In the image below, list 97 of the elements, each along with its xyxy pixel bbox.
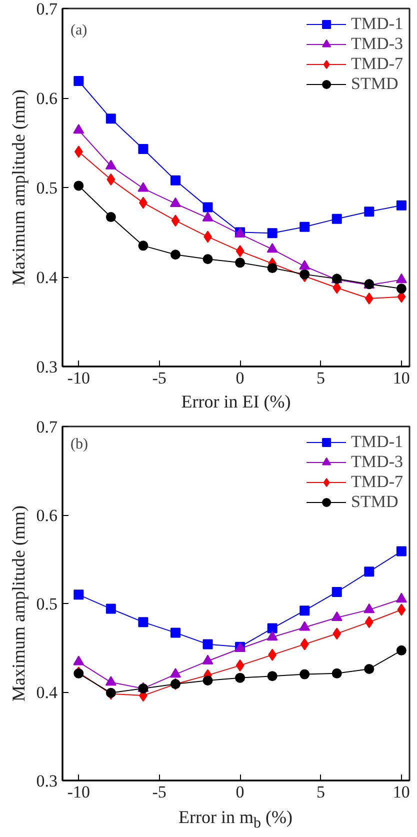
x-tick-label: 0	[236, 368, 244, 388]
point	[235, 672, 246, 683]
point	[170, 197, 181, 207]
point	[396, 645, 406, 656]
point	[73, 124, 84, 134]
point	[138, 144, 148, 154]
point	[74, 76, 84, 86]
x-tick-label: -10	[67, 368, 90, 388]
point	[300, 222, 310, 232]
point	[397, 604, 406, 616]
legend-label: STMD	[351, 492, 398, 512]
point	[396, 284, 406, 294]
legend-label: TMD-7	[351, 472, 403, 492]
annotation: (a)	[70, 22, 88, 38]
y-axis-title: Maximum amplitude (mm)	[8, 506, 28, 702]
y-tick-label: 0.6	[36, 89, 58, 108]
point	[267, 623, 278, 634]
y-tick-label: 0.3	[36, 358, 58, 376]
point	[202, 676, 213, 686]
point	[267, 228, 278, 238]
point	[202, 202, 213, 212]
point	[202, 654, 214, 664]
point	[202, 212, 214, 222]
point	[331, 611, 342, 622]
y-tick-label: 0.5	[36, 178, 58, 198]
point	[106, 212, 116, 222]
x-tick-label: 5	[316, 782, 325, 802]
x-tick-label: 5	[316, 368, 325, 388]
point	[105, 676, 116, 686]
point	[300, 638, 309, 650]
point	[364, 616, 374, 628]
x-tick-label: 10	[392, 782, 410, 802]
point	[74, 180, 84, 191]
point	[364, 566, 374, 577]
legend-label: TMD-3	[351, 34, 403, 54]
point	[73, 656, 84, 666]
y-tick-label: 0.7	[36, 0, 58, 18]
point	[332, 586, 342, 597]
point	[202, 254, 213, 264]
x-tick-label: 10	[392, 368, 410, 388]
point	[170, 628, 180, 638]
point	[364, 664, 374, 674]
point	[106, 604, 116, 614]
point	[364, 206, 374, 217]
point	[106, 173, 116, 186]
legend-label: TMD-1	[351, 432, 403, 452]
point	[138, 617, 148, 628]
point	[396, 200, 406, 210]
legend-label: TMD-3	[351, 452, 403, 472]
point	[170, 175, 180, 186]
point	[138, 240, 148, 251]
x-axis-title: Error in EI (%)	[181, 392, 291, 412]
x-tick-label: -5	[152, 368, 166, 388]
y-tick-label: 0.7	[36, 418, 58, 436]
y-tick-label: 0.3	[36, 772, 58, 790]
point	[235, 258, 246, 268]
point	[300, 606, 310, 616]
point	[300, 269, 310, 280]
point	[236, 245, 244, 258]
x-tick-label: -10	[67, 782, 90, 802]
point	[364, 292, 374, 304]
legend-label: TMD-7	[351, 54, 403, 74]
point	[170, 250, 180, 260]
point	[105, 160, 116, 170]
point	[332, 214, 342, 224]
point	[396, 546, 406, 556]
point	[299, 260, 310, 270]
x-tick-label: 0	[236, 782, 244, 802]
point	[267, 263, 278, 274]
point	[171, 214, 180, 227]
point	[266, 242, 278, 253]
point	[266, 630, 278, 641]
x-axis-title: Error in m$_{b}$ (%)	[178, 806, 292, 834]
point	[364, 603, 375, 614]
y-tick-label: 0.5	[36, 594, 58, 614]
point	[236, 659, 244, 672]
y-tick-label: 0.4	[36, 683, 58, 702]
legend-label: TMD-1	[351, 14, 403, 34]
point	[202, 639, 213, 650]
point	[74, 590, 84, 600]
y-tick-label: 0.6	[36, 506, 58, 525]
point	[396, 592, 407, 602]
point	[170, 668, 181, 678]
annotation: (b)	[70, 436, 88, 452]
point	[74, 146, 83, 158]
point	[106, 114, 116, 124]
y-tick-label: 0.4	[36, 268, 58, 287]
point	[299, 621, 310, 631]
y-axis-title: Maximum amplitude (mm)	[8, 90, 28, 286]
point	[138, 182, 149, 192]
point	[300, 669, 310, 680]
point	[332, 628, 342, 640]
x-tick-label: -5	[152, 782, 166, 802]
legend-label: STMD	[351, 74, 398, 94]
point	[267, 671, 278, 682]
point	[396, 273, 407, 284]
point	[332, 668, 342, 678]
